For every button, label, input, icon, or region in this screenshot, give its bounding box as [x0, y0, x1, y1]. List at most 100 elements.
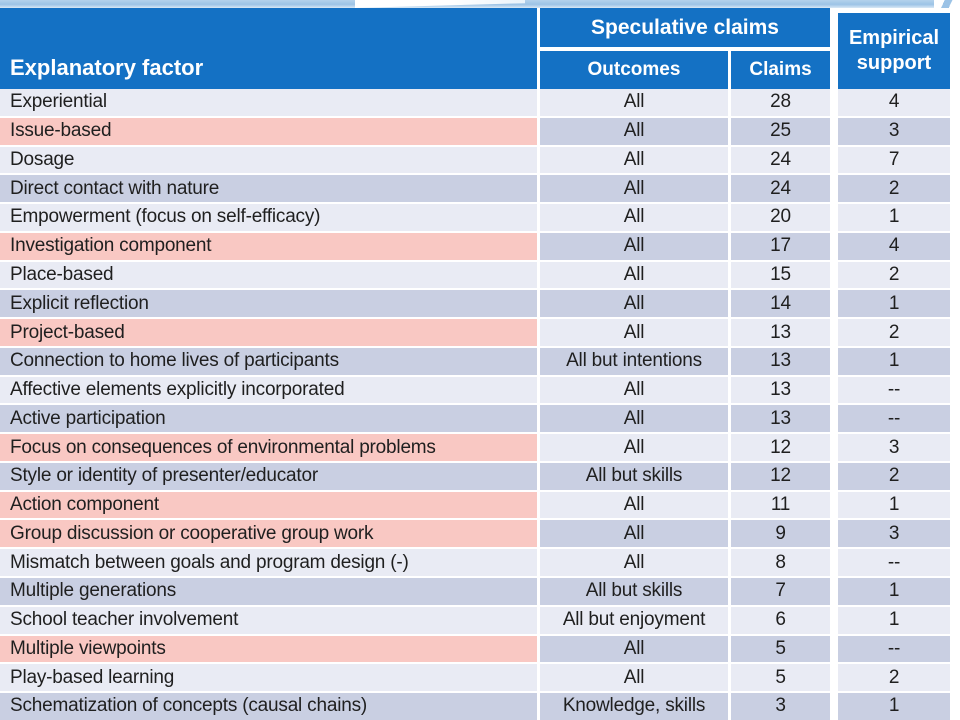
- outcomes-cell: All: [540, 175, 728, 203]
- table-row: Active participation All 13 --: [0, 405, 960, 435]
- outcomes-cell: All: [540, 635, 728, 663]
- empirical-cell: 7: [838, 146, 950, 174]
- corner-decoration: [934, 0, 960, 10]
- claims-cell: 6: [731, 606, 830, 634]
- claims-cell: 13: [731, 319, 830, 346]
- factor-cell: Schematization of concepts (causal chain…: [0, 693, 537, 720]
- factor-cell: Multiple viewpoints: [0, 635, 537, 663]
- outcomes-cell: All: [540, 319, 728, 346]
- outcomes-cell: All but skills: [540, 578, 728, 605]
- header-outcomes: Outcomes: [540, 51, 728, 89]
- table-row: Play-based learning All 5 2: [0, 664, 960, 694]
- factor-cell: Action component: [0, 491, 537, 519]
- outcomes-cell: All but skills: [540, 462, 728, 490]
- outcomes-cell: All: [540, 204, 728, 231]
- claims-cell: 17: [731, 232, 830, 260]
- outcomes-cell: Knowledge, skills: [540, 693, 728, 720]
- claims-cell: 14: [731, 290, 830, 318]
- table-row: Explicit reflection All 14 1: [0, 290, 960, 320]
- table-row: Direct contact with nature All 24 2: [0, 175, 960, 205]
- empirical-cell: --: [838, 376, 950, 404]
- claims-cell: 3: [731, 693, 830, 720]
- table-body: Experiential All 28 4 Issue-based All 25…: [0, 89, 960, 720]
- outcomes-cell: All but enjoyment: [540, 606, 728, 634]
- outcomes-cell: All: [540, 261, 728, 289]
- claims-cell: 8: [731, 549, 830, 577]
- top-decoration-band: [0, 0, 950, 8]
- table-row: Connection to home lives of participants…: [0, 347, 960, 377]
- empirical-cell: 2: [838, 664, 950, 692]
- empirical-cell: 1: [838, 491, 950, 519]
- empirical-cell: 4: [838, 232, 950, 260]
- empirical-cell: 3: [838, 117, 950, 145]
- empirical-cell: 4: [838, 89, 950, 116]
- empirical-cell: --: [838, 405, 950, 433]
- empirical-cell: --: [838, 549, 950, 577]
- outcomes-cell: All: [540, 117, 728, 145]
- empirical-cell: 1: [838, 606, 950, 634]
- table-row: Investigation component All 17 4: [0, 232, 960, 262]
- claims-cell: 12: [731, 434, 830, 461]
- factor-cell: Empowerment (focus on self-efficacy): [0, 204, 537, 231]
- factor-cell: Style or identity of presenter/educator: [0, 462, 537, 490]
- factor-cell: Mismatch between goals and program desig…: [0, 549, 537, 577]
- table-row: Experiential All 28 4: [0, 89, 960, 118]
- outcomes-cell: All: [540, 146, 728, 174]
- factor-cell: Investigation component: [0, 232, 537, 260]
- claims-cell: 9: [731, 520, 830, 548]
- outcomes-cell: All: [540, 491, 728, 519]
- table-row: Mismatch between goals and program desig…: [0, 549, 960, 579]
- outcomes-cell: All: [540, 290, 728, 318]
- outcomes-cell: All: [540, 232, 728, 260]
- claims-cell: 24: [731, 146, 830, 174]
- empirical-cell: 3: [838, 434, 950, 461]
- header-claims: Claims: [731, 51, 830, 89]
- empirical-cell: 1: [838, 347, 950, 375]
- outcomes-cell: All: [540, 520, 728, 548]
- factor-cell: Active participation: [0, 405, 537, 433]
- empirical-cell: 1: [838, 693, 950, 720]
- table-row: Empowerment (focus on self-efficacy) All…: [0, 204, 960, 233]
- outcomes-cell: All: [540, 549, 728, 577]
- table-row: Group discussion or cooperative group wo…: [0, 520, 960, 550]
- factor-cell: Affective elements explicitly incorporat…: [0, 376, 537, 404]
- empirical-cell: 2: [838, 319, 950, 346]
- table-row: Schematization of concepts (causal chain…: [0, 693, 960, 720]
- factor-cell: Group discussion or cooperative group wo…: [0, 520, 537, 548]
- factor-cell: School teacher involvement: [0, 606, 537, 634]
- header-empirical-support: Empirical support: [838, 13, 950, 89]
- claims-cell: 13: [731, 347, 830, 375]
- outcomes-cell: All: [540, 434, 728, 461]
- table-row: School teacher involvement All but enjoy…: [0, 606, 960, 636]
- table-row: Action component All 11 1: [0, 491, 960, 521]
- empirical-cell: 2: [838, 175, 950, 203]
- table-header: Explanatory factor Speculative claims Ou…: [0, 8, 960, 89]
- outcomes-cell: All but intentions: [540, 347, 728, 375]
- table-row: Focus on consequences of environmental p…: [0, 434, 960, 463]
- claims-cell: 13: [731, 376, 830, 404]
- outcomes-cell: All: [540, 89, 728, 116]
- table-row: Project-based All 13 2: [0, 319, 960, 348]
- factor-cell: Issue-based: [0, 117, 537, 145]
- claims-cell: 5: [731, 664, 830, 692]
- factor-cell: Place-based: [0, 261, 537, 289]
- claims-cell: 7: [731, 578, 830, 605]
- empirical-cell: 1: [838, 290, 950, 318]
- table-row: Place-based All 15 2: [0, 261, 960, 291]
- factor-cell: Multiple generations: [0, 578, 537, 605]
- empirical-cell: 2: [838, 261, 950, 289]
- factor-cell: Play-based learning: [0, 664, 537, 692]
- claims-cell: 5: [731, 635, 830, 663]
- claims-cell: 13: [731, 405, 830, 433]
- factor-cell: Dosage: [0, 146, 537, 174]
- claims-cell: 25: [731, 117, 830, 145]
- table-row: Affective elements explicitly incorporat…: [0, 376, 960, 406]
- outcomes-cell: All: [540, 405, 728, 433]
- header-speculative-claims: Speculative claims: [540, 8, 830, 47]
- table-row: Multiple viewpoints All 5 --: [0, 635, 960, 665]
- table-row: Dosage All 24 7: [0, 146, 960, 176]
- outcomes-cell: All: [540, 376, 728, 404]
- factor-cell: Connection to home lives of participants: [0, 347, 537, 375]
- factor-cell: Experiential: [0, 89, 537, 116]
